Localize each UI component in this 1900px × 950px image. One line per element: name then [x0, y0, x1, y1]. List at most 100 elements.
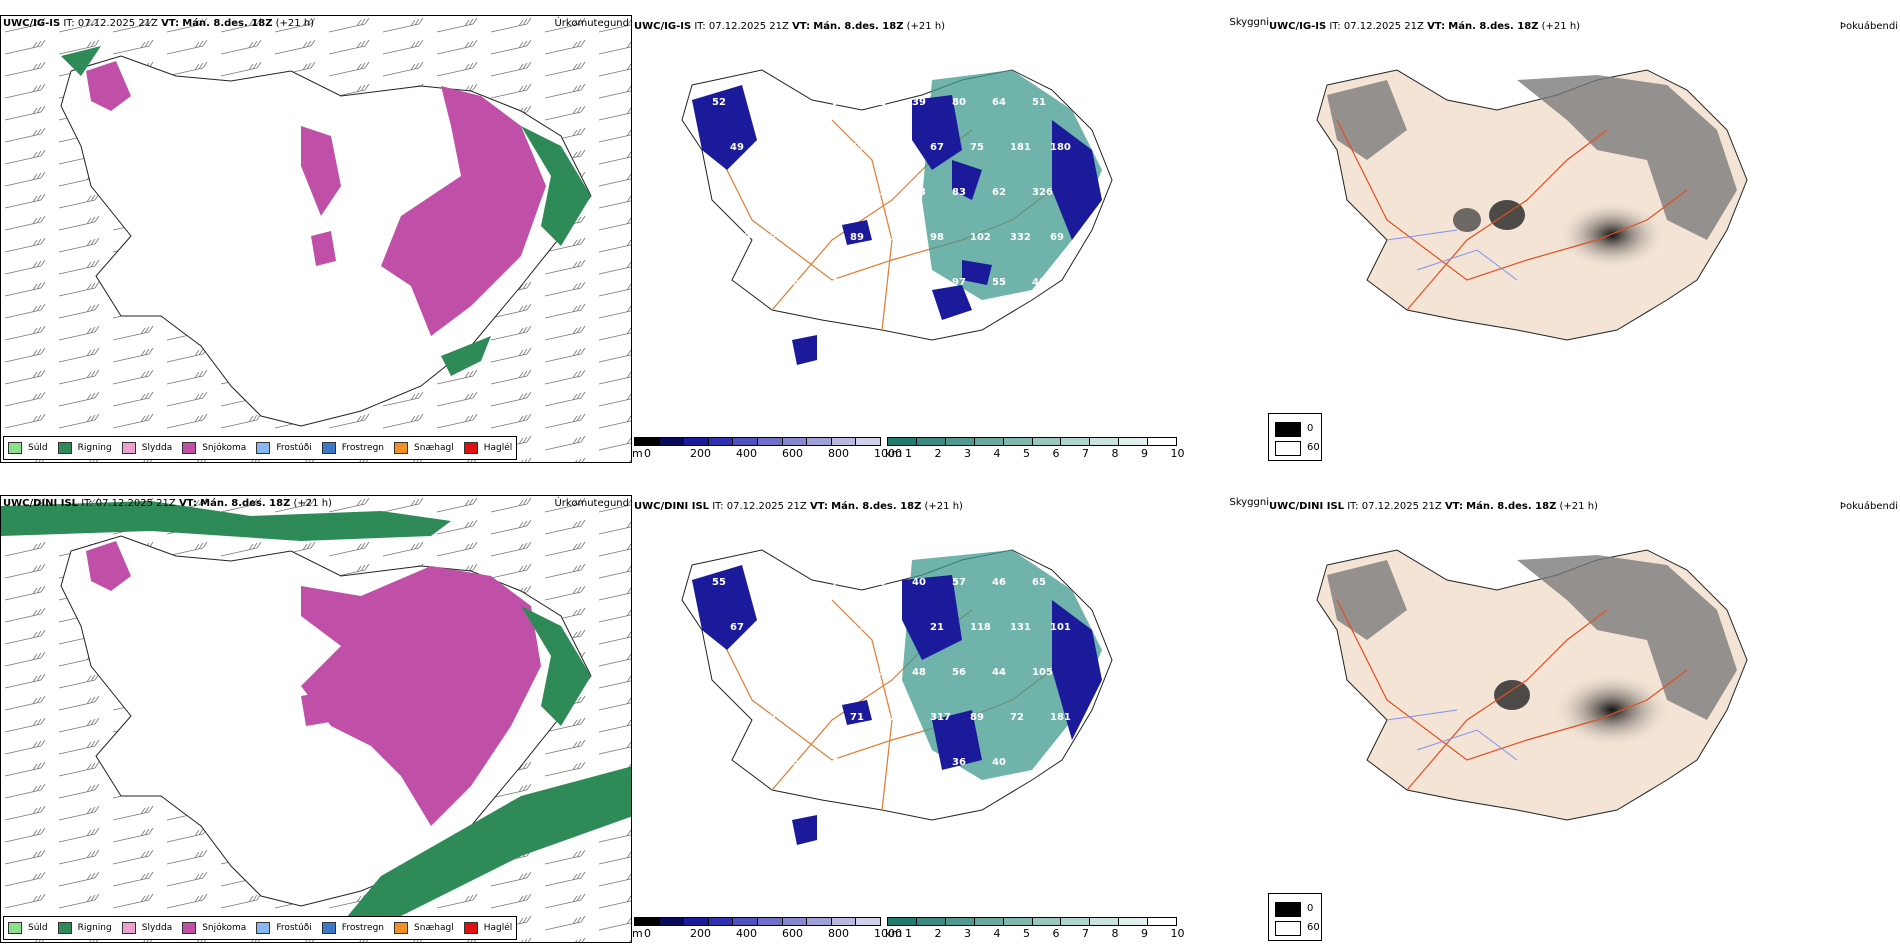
low-vis-area-14 [792, 815, 817, 845]
vis-value-label: 101 [1050, 622, 1071, 633]
vt-value: Mán. 8.des. 18Z [182, 18, 273, 29]
vis-value-label: 112 [770, 622, 791, 633]
vis-value-label: 131 [1010, 622, 1031, 633]
row-2: UWC/DINI ISL IT: 07.12.2025 21Z VT: Mán.… [0, 480, 1900, 950]
vt-value: Mán. 8.des. 18Z [831, 501, 922, 512]
vis-value-label: 65 [752, 667, 766, 678]
legend-label: Frostregn [341, 443, 385, 453]
snow-area-2 [301, 126, 341, 216]
vis-value-label: 78 [810, 142, 824, 153]
vt-value: Mán. 8.des. 18Z [1466, 501, 1557, 512]
legend-swatch [8, 922, 22, 934]
km-bar-2 [887, 917, 1177, 926]
vis-value-label: 48 [912, 667, 926, 678]
fog-dark-area-3 [1453, 208, 1481, 232]
it-label: IT: [81, 498, 93, 509]
colorbar-tick: 8 [1111, 447, 1119, 460]
fog-dark-area-4 [1552, 672, 1672, 748]
fog-header-1: UWC/IG-IS IT: 07.12.2025 21Z VT: Mán. 8.… [1269, 21, 1580, 33]
lead-time: (+21 h) [1541, 21, 1581, 32]
low-vis-area-2 [912, 95, 962, 170]
colorbar-tick: 7 [1082, 927, 1089, 940]
legend-swatch [182, 922, 197, 934]
vis-value-label: 62 [992, 187, 1006, 198]
snow-area-4 [311, 231, 336, 266]
vis-value-label: 75 [712, 277, 726, 288]
precip-legend-item: Frostúði [256, 922, 312, 934]
vis-value-label: 13 [792, 97, 806, 108]
legend-swatch [394, 442, 409, 454]
it-label: IT: [712, 501, 724, 512]
vis-value-label: 87 [810, 232, 824, 243]
vis-value-label: 49 [730, 142, 744, 153]
fog-title-2: Þokuábendi [1839, 501, 1898, 512]
legend-swatch [8, 442, 22, 454]
snow-area-6 [86, 541, 131, 591]
vis-value-label: 64 [992, 97, 1006, 108]
precip-legend-item: Súld [8, 442, 48, 454]
low-vis-area-5 [962, 260, 992, 285]
vt-label: VT: [809, 501, 828, 512]
fog-legend-1: 0 60 [1268, 413, 1322, 461]
vis-value-label: 57 [952, 577, 966, 588]
colorbar-tick: 1000 [874, 927, 902, 940]
legend-label: Haglél [483, 923, 513, 933]
precip-legend-item: Frostregn [321, 922, 384, 934]
vis-value-label: 102 [970, 232, 991, 243]
vis-value-label: 40 [912, 577, 926, 588]
vis-value-label: 102 [752, 277, 773, 288]
model-name: UWC/DINI ISL [1269, 501, 1345, 512]
snow-area-3 [86, 61, 131, 111]
colorbar-tick: 400 [736, 447, 757, 460]
colorbar-tick: 7 [1082, 447, 1089, 460]
low-vis-area-13 [842, 700, 872, 725]
precip-header-1: UWC/IG-IS IT: 07.12.2025 21Z VT: Mán. 8.… [3, 18, 314, 30]
vis-value-label: 87 [792, 667, 806, 678]
fog-legend-dark-label: 0 [1307, 903, 1314, 914]
vis-value-label: 69 [832, 757, 846, 768]
vis-value-label: 99 [730, 712, 744, 723]
colorbar-tick: 0 [644, 927, 651, 940]
vis-value-label: 58 [792, 757, 806, 768]
precip-type-map-1: UWC/IG-IS IT: 07.12.2025 21Z VT: Mán. 8.… [0, 15, 632, 463]
vis-value-label: 44 [832, 667, 846, 678]
colorbar-tick: 4 [993, 447, 1001, 460]
fog-legend-light-swatch [1275, 921, 1301, 936]
row-1: UWC/IG-IS IT: 07.12.2025 21Z VT: Mán. 8.… [0, 0, 1900, 470]
it-value: 07.12.2025 21Z [708, 21, 789, 32]
snow-area-1 [381, 86, 546, 336]
vis-value-label: 86 [792, 187, 806, 198]
fog-grey-area-1 [1517, 75, 1737, 240]
fog-legend-2: 0 60 [1268, 893, 1322, 941]
fog-legend-dark-swatch [1275, 422, 1301, 437]
precip-legend-item: Snjókoma [182, 922, 246, 934]
precip-legend-item: Haglél [463, 442, 512, 454]
colorbar-tick: 1000 [874, 447, 902, 460]
vis-value-label: 237 [890, 142, 911, 153]
colorbar-tick: 9 [1141, 927, 1148, 940]
vis-value-label: 73 [832, 577, 846, 588]
legend-label: Rigning [77, 443, 112, 453]
legend-swatch [321, 922, 336, 934]
colorbar-tick: 5 [1023, 447, 1030, 460]
precip-legend-item: Frostregn [321, 442, 385, 454]
vis-value-label: 183 [730, 232, 751, 243]
fog-legend-dark-label: 0 [1307, 423, 1314, 434]
precip-legend-item: Frostúði [256, 442, 312, 454]
vis-value-label: 55 [850, 142, 864, 153]
legend-swatch [256, 922, 271, 934]
legend-label: Slydda [141, 443, 173, 453]
legend-swatch [121, 922, 136, 934]
colorbar-tick: 2 [934, 447, 942, 460]
colorbar-tick: 1 [905, 447, 912, 460]
vis-header-1: UWC/IG-IS IT: 07.12.2025 21Z VT: Mán. 8.… [634, 21, 945, 33]
low-vis-area-6 [842, 220, 872, 245]
colorbar-tick: 200 [690, 927, 711, 940]
legend-label: Súld [28, 923, 48, 933]
vis-title-2: Skyggni [1229, 497, 1269, 508]
vis-value-label: 44 [992, 667, 1006, 678]
rain-area-1 [521, 126, 591, 246]
vis-value-label: 310 [810, 712, 831, 723]
vis-value-label: 71 [752, 577, 766, 588]
fog-map-svg-2 [1316, 549, 1748, 821]
